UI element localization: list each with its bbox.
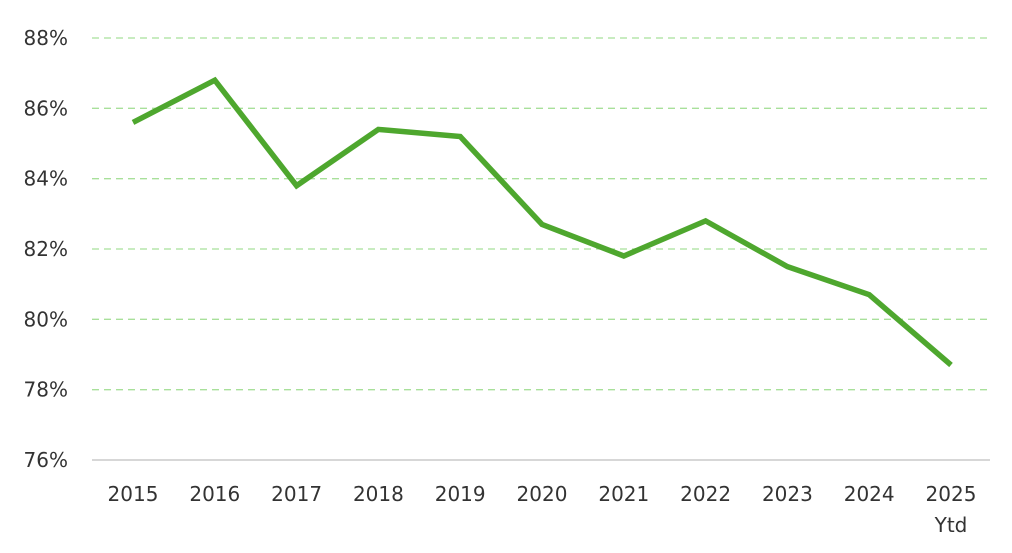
x-tick-label: 2024 — [844, 482, 895, 506]
y-tick-label: 82% — [24, 237, 68, 261]
x-tick-label: 2025 Ytd — [926, 482, 977, 537]
x-tick-label: 2018 — [353, 482, 404, 506]
y-tick-label: 80% — [24, 307, 68, 331]
gridlines — [92, 37, 990, 391]
y-axis-tick-labels: 76% 78% 80% 82% 84% 86% 88% — [24, 26, 68, 472]
series-layer — [131, 76, 953, 368]
x-axis-tick-labels: 2015 2016 2017 2018 2019 2020 2021 2022 2023 2024… — [108, 482, 977, 537]
x-tick-label: 2022 — [680, 482, 731, 506]
series-line — [131, 76, 953, 368]
x-tick-label: 2019 — [435, 482, 486, 506]
y-tick-label: 78% — [24, 378, 68, 402]
y-tick-label: 84% — [24, 167, 68, 191]
x-tick-label: 2016 — [189, 482, 240, 506]
y-tick-label: 88% — [24, 26, 68, 50]
x-tick-label: 2023 — [762, 482, 813, 506]
x-tick-label: 2015 — [108, 482, 159, 506]
y-tick-label: 76% — [24, 448, 68, 472]
y-tick-label: 86% — [24, 96, 68, 120]
x-tick-label: 2021 — [598, 482, 649, 506]
x-tick-label: 2017 — [271, 482, 322, 506]
x-tick-label: 2020 — [517, 482, 568, 506]
